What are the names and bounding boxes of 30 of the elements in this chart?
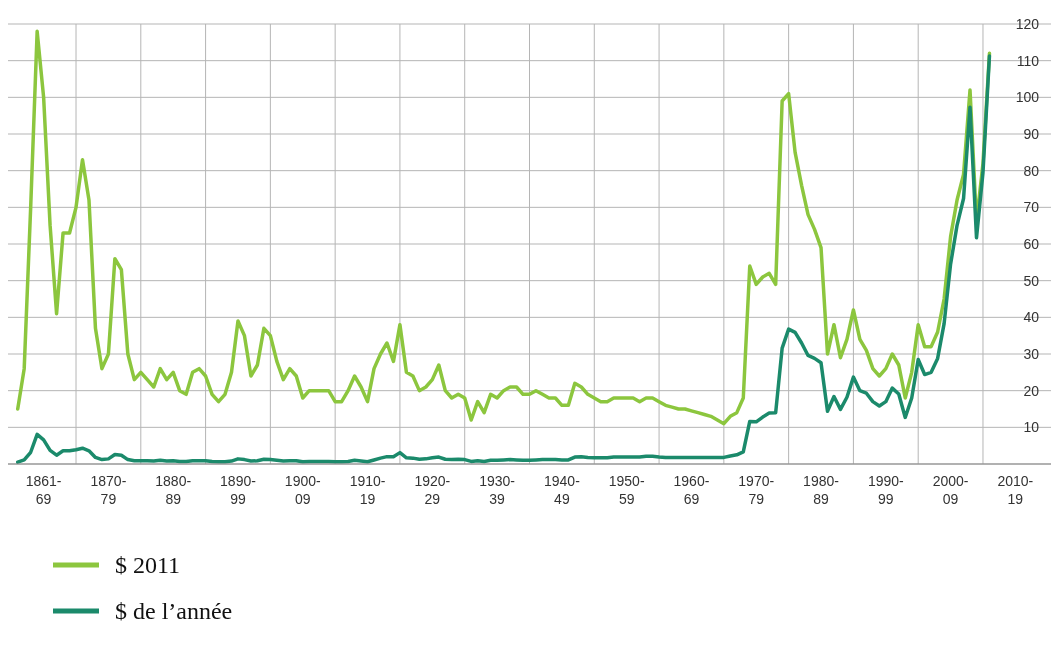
x-tick-label: 1930-39 [479,473,516,507]
y-tick-label: 100 [1015,89,1040,106]
x-tick-label: 1910-19 [349,473,386,507]
x-tick-label: 1890-99 [220,473,257,507]
x-tick-label: 1900-09 [284,473,321,507]
x-tick-label: 1940-49 [543,473,581,507]
y-tick-label: 120 [1015,15,1040,32]
x-tick-label: 1970-79 [738,473,775,507]
x-tick-label: 1990-99 [867,473,905,507]
x-tick-label: 1880-89 [155,473,192,507]
x-tick-label: 1960-69 [673,473,710,507]
y-tick-label: 60 [1023,235,1040,252]
x-tick-label: 1870-79 [90,473,127,507]
y-tick-label: 20 [1023,382,1040,399]
y-tick-label: 110 [1016,52,1040,69]
x-tick-label: 1950-59 [608,473,645,507]
y-tick-label: 80 [1023,162,1040,179]
x-tick-label: 1920-29 [414,473,451,507]
legend-label: $ de l’année [115,597,233,625]
y-tick-label: 30 [1023,345,1040,362]
y-tick-label: 70 [1023,199,1040,216]
x-tick-label: 1861-69 [25,473,62,507]
x-tick-label: 2000-09 [932,473,969,507]
x-tick-label: 1980-89 [803,473,840,507]
y-tick-label: 90 [1023,125,1040,142]
y-tick-label: 40 [1023,309,1040,326]
x-tick-label: 2010-19 [997,473,1034,507]
y-tick-label: 10 [1023,419,1040,436]
y-tick-label: 50 [1023,272,1040,289]
legend-label: $ 2011 [115,551,181,579]
